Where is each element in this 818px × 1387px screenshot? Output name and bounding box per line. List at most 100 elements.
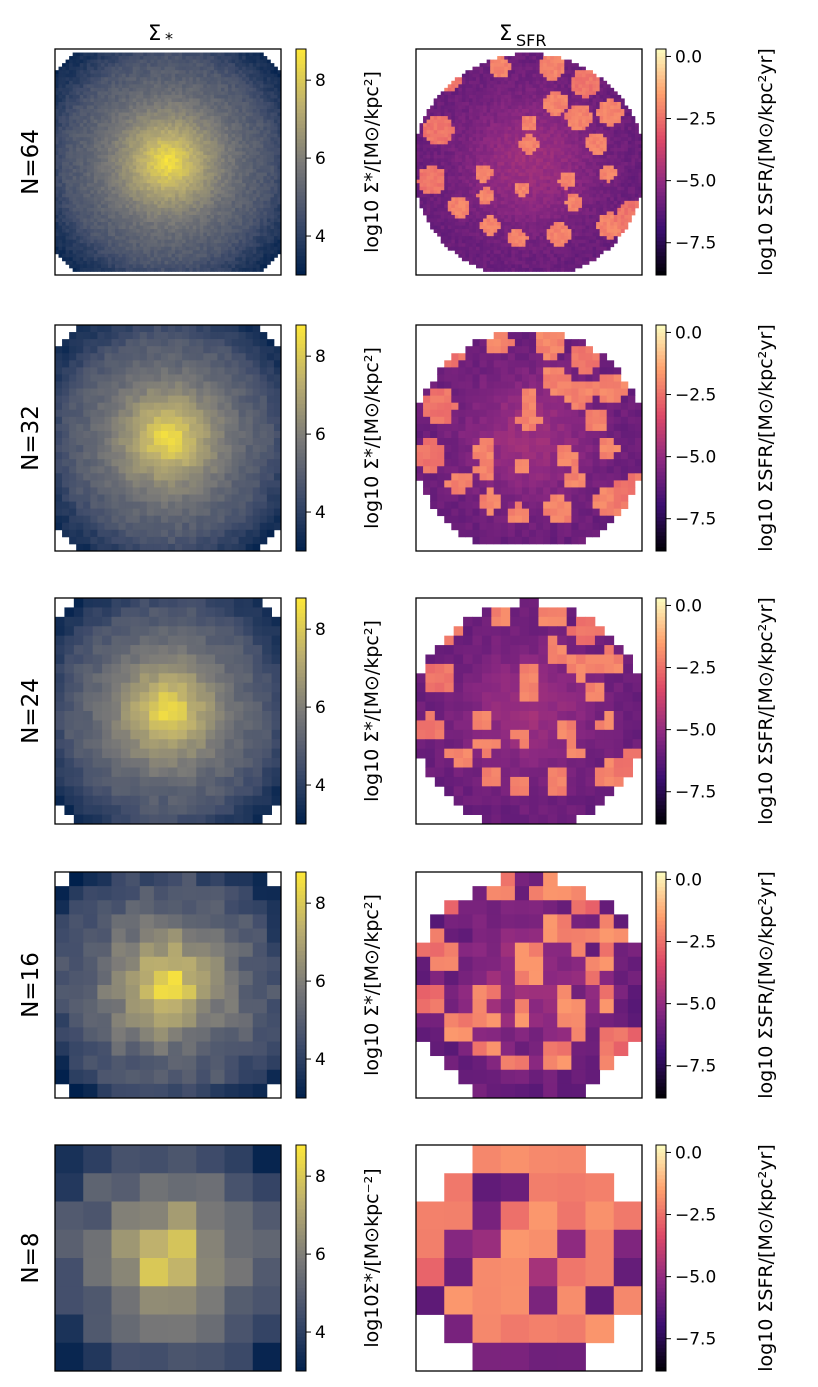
stellar-pixel xyxy=(139,147,144,152)
sfr-pixel xyxy=(476,123,480,128)
stellar-pixel xyxy=(90,101,95,106)
stellar-pixel xyxy=(129,250,134,255)
stellar-pixel xyxy=(104,183,109,188)
stellar-pixel xyxy=(100,260,105,265)
stellar-pixel xyxy=(107,225,112,230)
sfr-pixel xyxy=(589,101,593,106)
stellar-pixel xyxy=(235,63,240,68)
stellar-pixel xyxy=(132,80,137,85)
stellar-pixel xyxy=(93,119,98,124)
stellar-pixel xyxy=(111,94,116,99)
stellar-pixel xyxy=(115,183,119,188)
stellar-pixel xyxy=(182,186,187,191)
stellar-pixel xyxy=(125,154,130,159)
stellar-pixel xyxy=(249,250,254,255)
stellar-pixel xyxy=(129,87,134,92)
stellar-pixel xyxy=(164,236,169,241)
sfr-pixel xyxy=(479,91,484,96)
stellar-pixel xyxy=(238,87,243,92)
stellar-pixel xyxy=(213,147,218,152)
stellar-pixel xyxy=(115,267,119,272)
sfr-pixel xyxy=(458,116,463,121)
sfr-pixel xyxy=(433,123,438,128)
sfr-pixel xyxy=(585,80,590,85)
stellar-pixel xyxy=(118,236,123,241)
stellar-pixel xyxy=(189,264,194,269)
stellar-pixel xyxy=(62,144,66,149)
stellar-pixel xyxy=(129,77,134,82)
stellar-pixel xyxy=(76,112,81,117)
sfr-pixel xyxy=(514,101,519,106)
sfr-pixel xyxy=(514,52,519,57)
stellar-pixel xyxy=(252,176,257,181)
stellar-pixel xyxy=(242,218,247,223)
stellar-pixel xyxy=(224,183,229,188)
stellar-pixel xyxy=(249,52,254,57)
sfr-pixel xyxy=(578,123,583,128)
stellar-pixel xyxy=(58,77,63,82)
stellar-pixel xyxy=(273,236,278,241)
stellar-pixel xyxy=(107,126,112,131)
sfr-pixel xyxy=(553,73,558,78)
stellar-pixel xyxy=(249,162,254,166)
stellar-pixel xyxy=(266,260,271,265)
stellar-pixel xyxy=(228,246,232,251)
stellar-pixel xyxy=(231,190,236,195)
stellar-pixel xyxy=(150,246,155,251)
stellar-pixel xyxy=(90,232,95,237)
stellar-pixel xyxy=(111,257,116,262)
stellar-pixel xyxy=(132,151,137,156)
stellar-pixel xyxy=(213,197,218,202)
stellar-pixel xyxy=(100,91,105,96)
stellar-pixel xyxy=(146,200,151,205)
sfr-pixel xyxy=(550,91,555,96)
stellar-pixel xyxy=(224,140,229,145)
sfr-pixel xyxy=(461,105,466,110)
stellar-pixel xyxy=(55,176,59,181)
stellar-pixel xyxy=(270,222,275,226)
stellar-pixel xyxy=(217,56,222,60)
stellar-pixel xyxy=(83,73,88,78)
stellar-pixel xyxy=(100,123,105,128)
stellar-pixel xyxy=(182,109,187,113)
stellar-pixel xyxy=(238,80,243,85)
stellar-pixel xyxy=(79,222,84,226)
stellar-pixel xyxy=(143,165,148,170)
sfr-pixel xyxy=(440,130,445,135)
stellar-pixel xyxy=(55,165,59,170)
stellar-pixel xyxy=(93,59,98,64)
sfr-pixel xyxy=(514,77,519,82)
stellar-pixel xyxy=(228,73,232,78)
stellar-pixel xyxy=(100,59,105,64)
stellar-pixel xyxy=(210,98,215,103)
stellar-pixel xyxy=(62,116,66,121)
stellar-pixel xyxy=(252,172,257,177)
stellar-pixel xyxy=(69,162,74,166)
stellar-pixel xyxy=(210,84,215,89)
stellar-pixel xyxy=(249,112,254,117)
stellar-pixel xyxy=(196,70,201,75)
sfr-pixel xyxy=(585,91,590,96)
stellar-pixel xyxy=(199,84,204,89)
stellar-pixel xyxy=(122,232,127,237)
sfr-pixel xyxy=(490,73,495,78)
stellar-pixel xyxy=(90,172,95,177)
sfr-pixel xyxy=(472,84,477,89)
stellar-pixel xyxy=(122,239,127,244)
stellar-pixel xyxy=(203,77,208,82)
stellar-pixel xyxy=(245,267,250,272)
sfr-pixel xyxy=(458,87,463,92)
stellar-pixel xyxy=(111,162,116,166)
stellar-pixel xyxy=(86,66,91,71)
sfr-pixel xyxy=(536,119,540,124)
stellar-pixel xyxy=(150,250,155,255)
stellar-pixel xyxy=(65,66,70,71)
stellar-pixel xyxy=(189,197,194,202)
stellar-pixel xyxy=(122,137,127,142)
stellar-pixel xyxy=(72,246,77,251)
stellar-pixel xyxy=(206,52,211,57)
sfr-pixel xyxy=(550,56,555,60)
stellar-pixel xyxy=(235,225,240,230)
sfr-pixel xyxy=(521,112,526,117)
stellar-pixel xyxy=(273,172,278,177)
